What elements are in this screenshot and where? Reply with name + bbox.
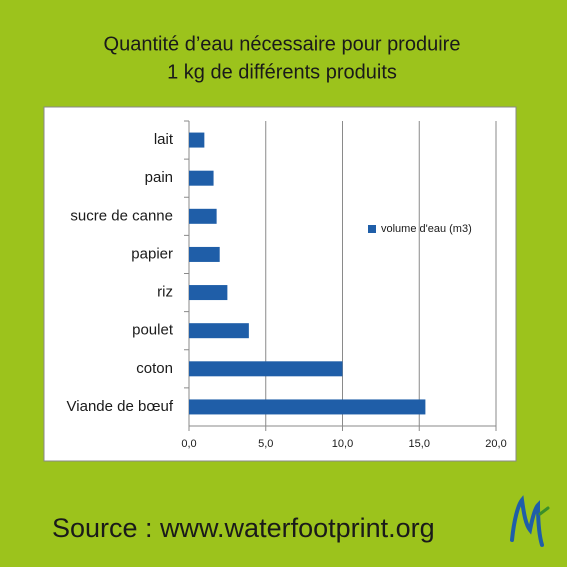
y-tick-label: pain (145, 169, 173, 186)
bar (189, 246, 220, 262)
x-tick-label: 20,0 (485, 438, 506, 450)
y-tick-label: riz (157, 284, 173, 301)
bar (189, 361, 343, 377)
bar (189, 170, 214, 186)
y-tick-label: sucre de canne (70, 207, 173, 224)
x-tick-label: 5,0 (258, 438, 273, 450)
y-tick-label: Viande de bœuf (67, 398, 174, 415)
bar (189, 208, 217, 224)
x-tick-label: 0,0 (181, 438, 196, 450)
bar (189, 285, 228, 301)
logo (510, 495, 550, 547)
y-tick-label: poulet (132, 322, 174, 339)
legend-label: volume d'eau (m3) (381, 223, 472, 235)
legend-swatch (368, 225, 376, 233)
bar (189, 323, 249, 339)
y-tick-label: lait (154, 131, 174, 148)
x-tick-label: 15,0 (409, 438, 430, 450)
y-tick-label: coton (136, 360, 173, 377)
bar (189, 399, 426, 415)
source: Source : www.waterfootprint.org (52, 513, 435, 543)
y-tick-label: papier (131, 245, 173, 262)
bar (189, 132, 205, 148)
chart-title: 1 kg de différents produits (167, 61, 397, 83)
chart-title: Quantité d’eau nécessaire pour produire (104, 33, 461, 55)
x-tick-label: 10,0 (332, 438, 353, 450)
